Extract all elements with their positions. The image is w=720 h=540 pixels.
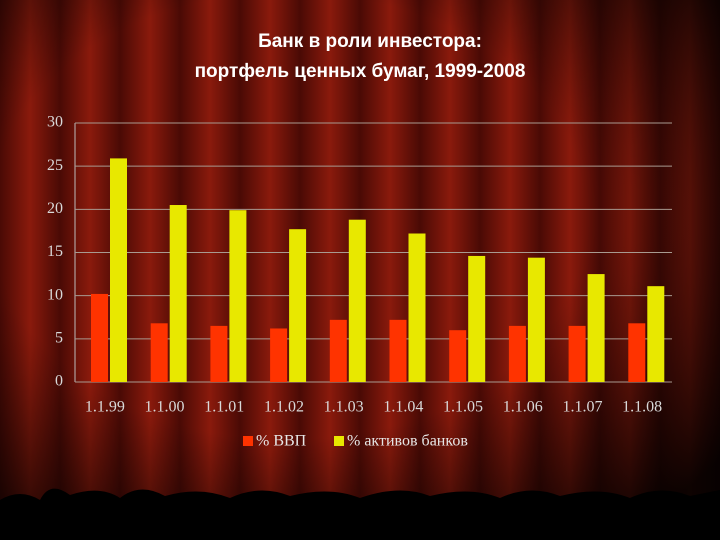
bar	[91, 293, 108, 382]
bar	[169, 205, 187, 382]
y-tick-label: 5	[55, 330, 63, 347]
y-tick-label: 20	[47, 200, 63, 217]
legend-swatch	[334, 436, 344, 446]
x-tick-label: 1.1.03	[324, 399, 364, 416]
legend-label: % ВВП	[256, 433, 307, 450]
x-tick-label: 1.1.06	[503, 399, 543, 416]
bar	[587, 274, 605, 382]
y-tick-label: 0	[55, 373, 63, 390]
y-tick-label: 25	[47, 157, 63, 174]
x-tick-label: 1.1.02	[264, 399, 304, 416]
bar	[150, 323, 168, 382]
x-tick-label: 1.1.01	[204, 399, 244, 416]
curtain-edge	[0, 488, 720, 540]
bar	[389, 319, 407, 382]
x-tick-label: 1.1.04	[383, 399, 423, 416]
legend-label: % активов банков	[347, 433, 468, 450]
bar	[628, 323, 646, 382]
bar	[647, 286, 665, 382]
bar	[329, 319, 347, 382]
legend-swatch	[243, 436, 253, 446]
bar	[468, 255, 486, 382]
bar	[289, 229, 307, 382]
bar	[229, 210, 247, 382]
chart-subtitle: портфель ценных бумаг, 1999-2008	[195, 61, 526, 82]
y-tick-label: 10	[47, 286, 63, 303]
bar	[270, 328, 288, 382]
chart-title: Банк в роли инвестора:	[258, 31, 482, 52]
bar	[527, 257, 545, 382]
bar	[110, 158, 127, 382]
x-tick-label: 1.1.00	[145, 399, 185, 416]
bar	[210, 325, 228, 382]
bar	[408, 233, 426, 382]
bar	[568, 325, 586, 382]
bar	[449, 330, 467, 382]
x-tick-label: 1.1.05	[443, 399, 483, 416]
x-tick-label: 1.1.07	[562, 399, 602, 416]
y-tick-label: 30	[47, 114, 63, 131]
bar	[348, 219, 366, 382]
x-tick-label: 1.1.99	[85, 399, 125, 416]
x-tick-label: 1.1.08	[622, 399, 662, 416]
bar	[508, 325, 526, 382]
y-tick-label: 15	[47, 243, 63, 260]
